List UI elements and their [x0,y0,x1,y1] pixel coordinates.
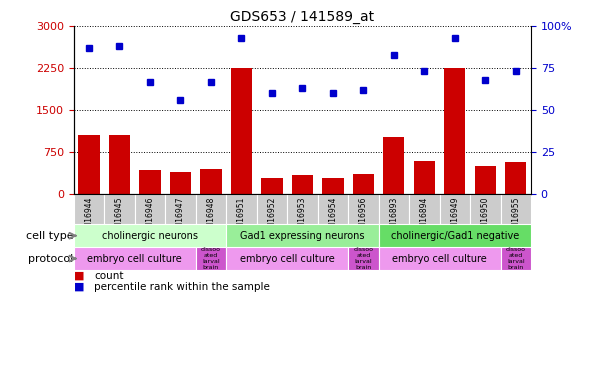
Bar [291,176,313,194]
Bar [74,247,196,270]
Bar [261,178,283,194]
Bar [505,162,526,194]
Bar [500,194,531,224]
Text: GSM16949: GSM16949 [450,196,459,238]
Bar [353,174,374,194]
Bar [231,68,252,194]
Text: cholinergic neurons: cholinergic neurons [102,231,198,241]
Bar [379,194,409,224]
Text: GSM16955: GSM16955 [512,196,520,238]
Bar [74,224,226,247]
Text: protocol: protocol [28,254,73,264]
Text: embryo cell culture: embryo cell culture [240,254,335,264]
Text: Gad1 expressing neurons: Gad1 expressing neurons [240,231,365,241]
Bar [226,247,348,270]
Text: GSM16946: GSM16946 [146,196,155,238]
Text: GSM16894: GSM16894 [420,196,429,238]
Bar [474,166,496,194]
Bar [139,170,160,194]
Text: GSM16954: GSM16954 [329,196,337,238]
Text: GSM16948: GSM16948 [206,196,215,238]
Bar [444,68,466,194]
Text: GSM16944: GSM16944 [84,196,93,238]
Text: GSM16893: GSM16893 [389,196,398,238]
Bar [414,161,435,194]
Bar [257,194,287,224]
Bar [109,135,130,194]
Bar [170,172,191,194]
Text: GSM16945: GSM16945 [115,196,124,238]
Bar [135,194,165,224]
Bar [322,178,343,194]
Bar [78,135,100,194]
Bar [379,224,531,247]
Text: GSM16952: GSM16952 [267,196,276,238]
Text: cholinergic/Gad1 negative: cholinergic/Gad1 negative [391,231,519,241]
Bar [74,194,104,224]
Bar [383,137,405,194]
Bar [409,194,440,224]
Text: ■: ■ [74,271,84,280]
Text: ■: ■ [74,282,84,292]
Text: dissoo
ated
larval
brain: dissoo ated larval brain [506,248,526,270]
Text: percentile rank within the sample: percentile rank within the sample [94,282,270,292]
Bar [348,247,379,270]
Bar [226,224,379,247]
Text: dissoo
ated
larval
brain: dissoo ated larval brain [201,248,221,270]
Bar [287,194,317,224]
Bar [165,194,196,224]
Text: embryo cell culture: embryo cell culture [87,254,182,264]
Title: GDS653 / 141589_at: GDS653 / 141589_at [230,10,375,24]
Text: GSM16951: GSM16951 [237,196,246,238]
Bar [196,194,226,224]
Bar [317,194,348,224]
Text: embryo cell culture: embryo cell culture [392,254,487,264]
Text: cell type: cell type [25,231,73,241]
Bar [200,169,222,194]
Bar [379,247,500,270]
Bar [226,194,257,224]
Text: GSM16950: GSM16950 [481,196,490,238]
Text: dissoo
ated
larval
brain: dissoo ated larval brain [353,248,373,270]
Bar [348,194,379,224]
Text: count: count [94,271,124,280]
Bar [470,194,500,224]
Bar [196,247,226,270]
Bar [104,194,135,224]
Text: GSM16956: GSM16956 [359,196,368,238]
Bar [440,194,470,224]
Text: GSM16953: GSM16953 [298,196,307,238]
Text: GSM16947: GSM16947 [176,196,185,238]
Bar [500,247,531,270]
